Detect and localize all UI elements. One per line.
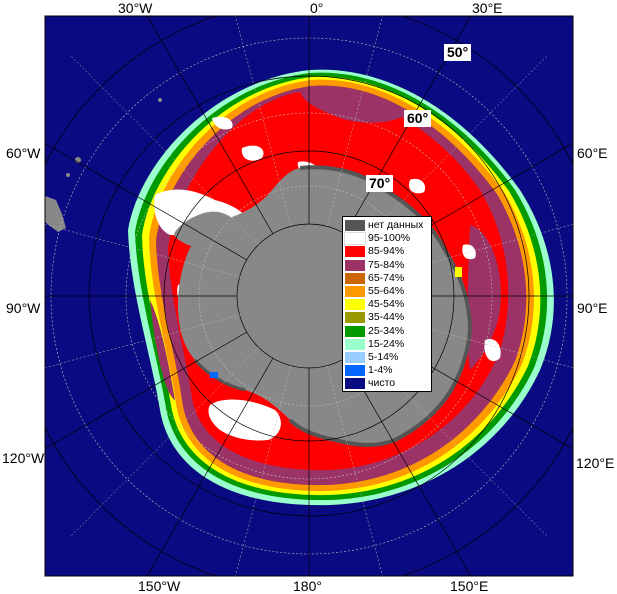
coastal-no-data xyxy=(193,359,246,392)
ice-patch-white xyxy=(208,399,281,441)
lon-label-120e: 120°E xyxy=(576,455,615,471)
lon-label-60e: 60°E xyxy=(577,145,608,161)
legend-item: 95-100% xyxy=(344,232,429,246)
meridian-120w xyxy=(45,331,248,450)
shelf-ice-blue xyxy=(210,372,218,378)
lon-label-150w: 150°W xyxy=(138,578,181,594)
lon-label-30w: 30°W xyxy=(118,0,153,16)
meridian-minor xyxy=(69,54,260,246)
lon-label-150e: 150°E xyxy=(450,578,489,594)
lon-label-30e: 30°E xyxy=(472,0,503,16)
lon-label-90w: 90°W xyxy=(6,300,41,316)
legend-label: 35-44% xyxy=(368,311,405,324)
lon-label-60w: 60°W xyxy=(6,145,41,161)
legend-label: 75-84% xyxy=(368,258,405,271)
island xyxy=(66,173,70,177)
legend-swatch xyxy=(345,259,365,271)
legend-item: 5-14% xyxy=(345,351,429,364)
lon-label-0: 0° xyxy=(310,0,324,16)
legend-label: 45-54% xyxy=(368,298,405,311)
legend-swatch xyxy=(344,232,366,246)
antarctic-peninsula xyxy=(174,211,243,252)
south-america-land xyxy=(45,196,66,232)
ice-patch-white xyxy=(212,116,233,130)
legend-item: 85-94% xyxy=(345,245,429,258)
lat-label-60: 60° xyxy=(404,110,432,127)
ice-patch-purple xyxy=(300,91,410,123)
meridian-30w xyxy=(146,16,274,235)
legend-item: 35-44% xyxy=(345,311,429,324)
legend-label: 95-100% xyxy=(368,232,411,245)
legend-label: 1-4% xyxy=(368,364,393,377)
ice-patch-white xyxy=(241,145,264,161)
ice-patch-white xyxy=(484,339,501,362)
ice-patch-purple xyxy=(467,225,501,370)
legend-swatch xyxy=(345,351,365,363)
meridian-150e xyxy=(344,357,472,576)
legend-swatch xyxy=(345,299,365,311)
legend-item: чисто xyxy=(345,377,429,390)
meridian-60w xyxy=(45,142,248,261)
lat-label-50: 50° xyxy=(444,44,472,61)
legend-label: 55-64% xyxy=(368,285,405,298)
legend-swatch xyxy=(345,378,365,390)
lat-label-70: 70° xyxy=(366,175,394,192)
legend-swatch xyxy=(345,286,365,298)
legend-item: 65-74% xyxy=(345,272,429,285)
legend-label: 5-14% xyxy=(368,350,399,363)
concentration-legend: нет данных 95-100% 85-94% 75-84% 65-74% 55-64… xyxy=(342,216,432,393)
legend-item: 75-84% xyxy=(345,259,429,272)
legend-item: 45-54% xyxy=(345,298,429,311)
legend-label: 85-94% xyxy=(368,245,405,258)
legend-label: чисто xyxy=(368,377,396,390)
legend-item: 55-64% xyxy=(345,285,429,298)
legend-item: 25-34% xyxy=(345,325,429,338)
ice-patch-purple xyxy=(150,300,175,400)
legend-swatch xyxy=(345,272,365,284)
legend-label: нет данных xyxy=(368,219,424,232)
meridian-150w xyxy=(146,357,274,576)
legend-label: 15-24% xyxy=(368,337,405,350)
legend-label: 65-74% xyxy=(368,271,405,284)
legend-swatch xyxy=(345,338,365,350)
legend-item: 1-4% xyxy=(345,364,429,377)
meridian-minor xyxy=(358,54,549,246)
legend-swatch xyxy=(345,312,365,324)
legend-swatch xyxy=(345,246,365,258)
lon-label-120w: 120°W xyxy=(2,450,45,466)
meridian-minor xyxy=(69,346,260,538)
ice-patch-white xyxy=(462,244,476,260)
lon-label-90e: 90°E xyxy=(577,300,608,316)
shelf-ice-yellow xyxy=(455,267,462,277)
legend-item: нет данных xyxy=(345,219,429,232)
legend-item: 15-24% xyxy=(345,338,429,351)
legend-label: 25-34% xyxy=(368,324,405,337)
map-frame xyxy=(44,15,574,577)
lon-label-180: 180° xyxy=(293,578,322,594)
legend-swatch xyxy=(345,365,365,377)
island xyxy=(158,98,162,102)
legend-swatch xyxy=(345,325,365,337)
legend-swatch xyxy=(345,220,365,232)
